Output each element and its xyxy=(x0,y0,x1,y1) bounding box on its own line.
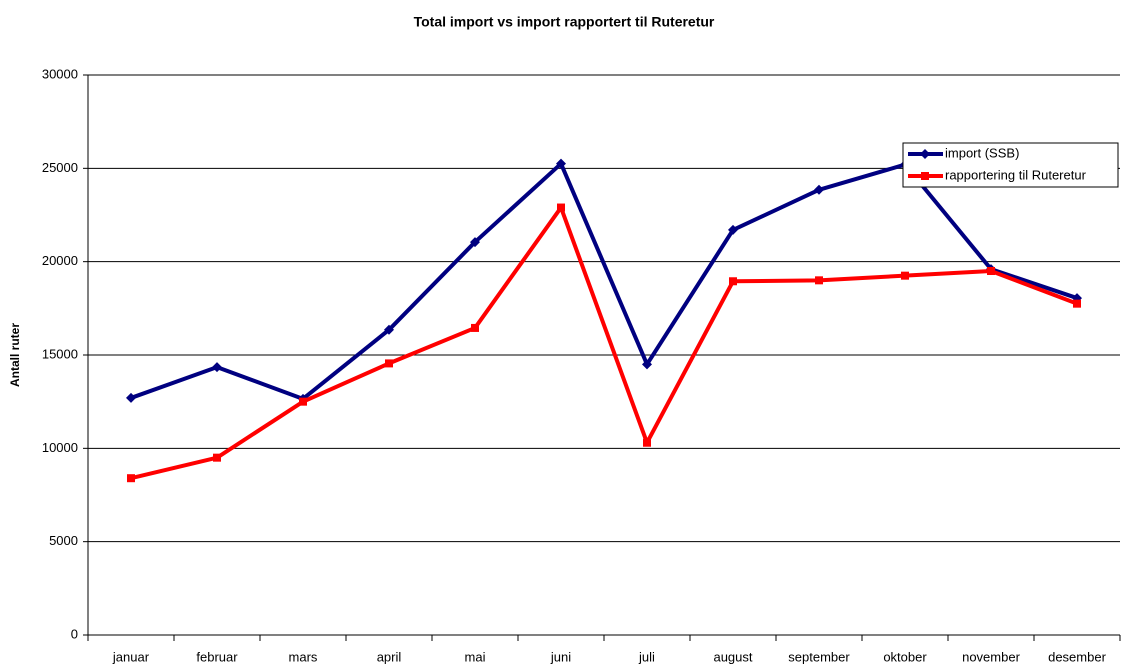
x-tick-label: desember xyxy=(1048,649,1106,664)
series-line xyxy=(130,161,1078,401)
marker xyxy=(728,224,738,235)
marker xyxy=(815,276,823,285)
y-tick-label: 30000 xyxy=(42,66,78,81)
marker xyxy=(557,203,565,212)
legend-label: rapportering til Ruteretur xyxy=(945,167,1087,182)
y-tick-label: 0 xyxy=(71,626,78,641)
series-line xyxy=(130,205,1078,481)
marker xyxy=(987,267,995,275)
x-tick-label: juni xyxy=(550,649,571,664)
x-tick-label: november xyxy=(962,649,1020,664)
marker xyxy=(920,149,930,159)
marker xyxy=(814,184,824,195)
marker xyxy=(643,438,651,447)
marker xyxy=(213,453,221,462)
x-tick-label: april xyxy=(377,649,402,664)
marker xyxy=(299,397,307,406)
legend-box xyxy=(902,142,1119,188)
x-tick-label: mai xyxy=(465,649,486,664)
marker xyxy=(126,392,136,403)
marker xyxy=(1073,299,1081,308)
y-tick-label: 10000 xyxy=(42,440,78,455)
y-tick-label: 25000 xyxy=(42,160,78,175)
x-tick-label: august xyxy=(713,649,752,664)
x-tick-label: februar xyxy=(196,649,238,664)
marker xyxy=(212,362,222,373)
marker xyxy=(556,158,566,169)
chart-title: Total import vs import rapportert til Ru… xyxy=(414,14,715,30)
marker xyxy=(384,324,394,335)
x-tick-label: juli xyxy=(638,649,655,664)
legend-label: import (SSB) xyxy=(945,145,1019,160)
y-tick-label: 15000 xyxy=(42,346,78,361)
marker xyxy=(127,474,135,483)
marker xyxy=(385,359,393,368)
x-tick-label: september xyxy=(788,649,850,664)
x-tick-label: mars xyxy=(289,649,318,664)
y-tick-label: 20000 xyxy=(42,253,78,268)
y-tick-label: 5000 xyxy=(49,533,78,548)
marker xyxy=(901,271,909,280)
marker xyxy=(470,237,480,248)
marker xyxy=(642,359,652,370)
marker xyxy=(729,277,737,286)
marker xyxy=(471,323,479,332)
y-axis-label: Antall ruter xyxy=(8,323,22,387)
x-tick-label: januar xyxy=(112,649,150,664)
marker xyxy=(921,172,929,180)
x-tick-label: oktober xyxy=(883,649,927,664)
